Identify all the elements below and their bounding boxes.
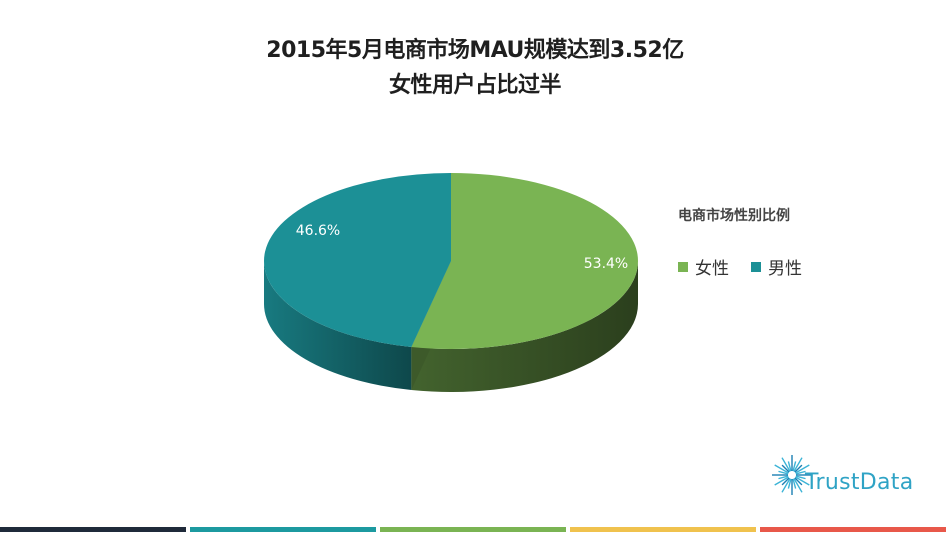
footer-bar-segment bbox=[570, 527, 756, 532]
legend-label: 女性 bbox=[695, 259, 729, 279]
data-label-male: 46.6% bbox=[296, 223, 340, 239]
pie-slice-female bbox=[411, 173, 638, 349]
footer-bar-segment bbox=[760, 527, 946, 532]
legend-item-male: 男性 bbox=[751, 254, 802, 279]
footer-bar-segment bbox=[190, 527, 376, 532]
data-label-female: 53.4% bbox=[584, 256, 628, 272]
legend-swatch bbox=[751, 261, 761, 272]
pie-side-male bbox=[264, 261, 412, 390]
trustdata-logo-icon bbox=[772, 455, 812, 495]
chart-title-line2: 女性用户占比过半 bbox=[388, 73, 562, 98]
footer-bar-segment bbox=[380, 527, 566, 532]
chart-legend: 女性 男性 bbox=[678, 254, 824, 279]
footer-color-bars bbox=[0, 527, 950, 532]
legend-title: 电商市场性别比例 bbox=[678, 208, 790, 224]
pie-slice-male bbox=[263, 173, 451, 347]
legend-item-female: 女性 bbox=[678, 254, 729, 279]
logo-text: TrustData bbox=[805, 470, 914, 495]
legend-label: 男性 bbox=[768, 259, 802, 279]
chart-title-line1: 2015年5月电商市场MAU规模达到3.52亿 bbox=[266, 38, 684, 63]
footer-bar-segment bbox=[0, 527, 186, 532]
pie-side-female bbox=[411, 261, 638, 392]
legend-swatch bbox=[678, 261, 688, 272]
